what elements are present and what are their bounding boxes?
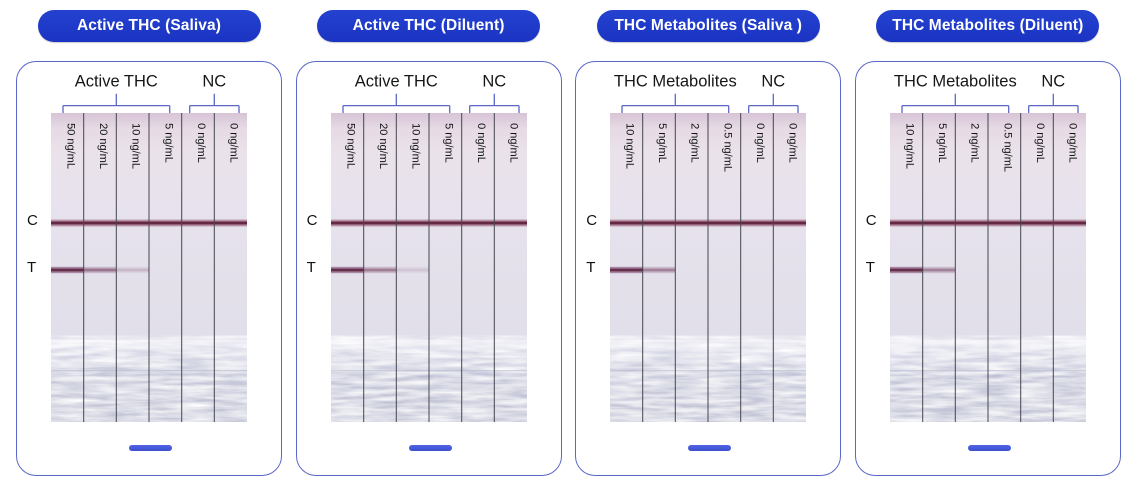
svg-text:NC: NC	[762, 73, 786, 91]
svg-text:0 ng/mL: 0 ng/mL	[195, 123, 207, 163]
svg-text:5 ng/mL: 5 ng/mL	[936, 123, 948, 163]
svg-text:20 ng/mL: 20 ng/mL	[97, 123, 109, 169]
svg-text:20 ng/mL: 20 ng/mL	[377, 123, 389, 169]
svg-text:0 ng/mL: 0 ng/mL	[228, 123, 240, 163]
svg-text:Active THC: Active THC	[354, 73, 437, 91]
svg-text:0 ng/mL: 0 ng/mL	[1034, 123, 1046, 163]
svg-text:2 ng/mL: 2 ng/mL	[689, 123, 701, 163]
svg-text:50 ng/mL: 50 ng/mL	[344, 123, 356, 169]
svg-text:10 ng/mL: 10 ng/mL	[130, 123, 142, 169]
svg-text:0 ng/mL: 0 ng/mL	[475, 123, 487, 163]
svg-text:NC: NC	[482, 73, 506, 91]
svg-text:0.5 ng/mL: 0.5 ng/mL	[1001, 123, 1013, 172]
svg-text:10 ng/mL: 10 ng/mL	[903, 123, 915, 169]
svg-text:10 ng/mL: 10 ng/mL	[409, 123, 421, 169]
svg-text:NC: NC	[1041, 73, 1065, 91]
svg-text:5 ng/mL: 5 ng/mL	[442, 123, 454, 163]
svg-text:0 ng/mL: 0 ng/mL	[507, 123, 519, 163]
svg-text:NC: NC	[202, 73, 226, 91]
svg-text:10 ng/mL: 10 ng/mL	[623, 123, 635, 169]
svg-text:50 ng/mL: 50 ng/mL	[64, 123, 76, 169]
svg-text:THC Metabolites: THC Metabolites	[614, 73, 737, 91]
svg-text:THC Metabolites: THC Metabolites	[894, 73, 1017, 91]
svg-text:Active THC: Active THC	[75, 73, 158, 91]
svg-text:0 ng/mL: 0 ng/mL	[787, 123, 799, 163]
svg-text:0.5 ng/mL: 0.5 ng/mL	[721, 123, 733, 172]
svg-text:0 ng/mL: 0 ng/mL	[1066, 123, 1078, 163]
svg-text:5 ng/mL: 5 ng/mL	[162, 123, 174, 163]
svg-text:0 ng/mL: 0 ng/mL	[754, 123, 766, 163]
svg-text:5 ng/mL: 5 ng/mL	[656, 123, 668, 163]
svg-text:2 ng/mL: 2 ng/mL	[968, 123, 980, 163]
